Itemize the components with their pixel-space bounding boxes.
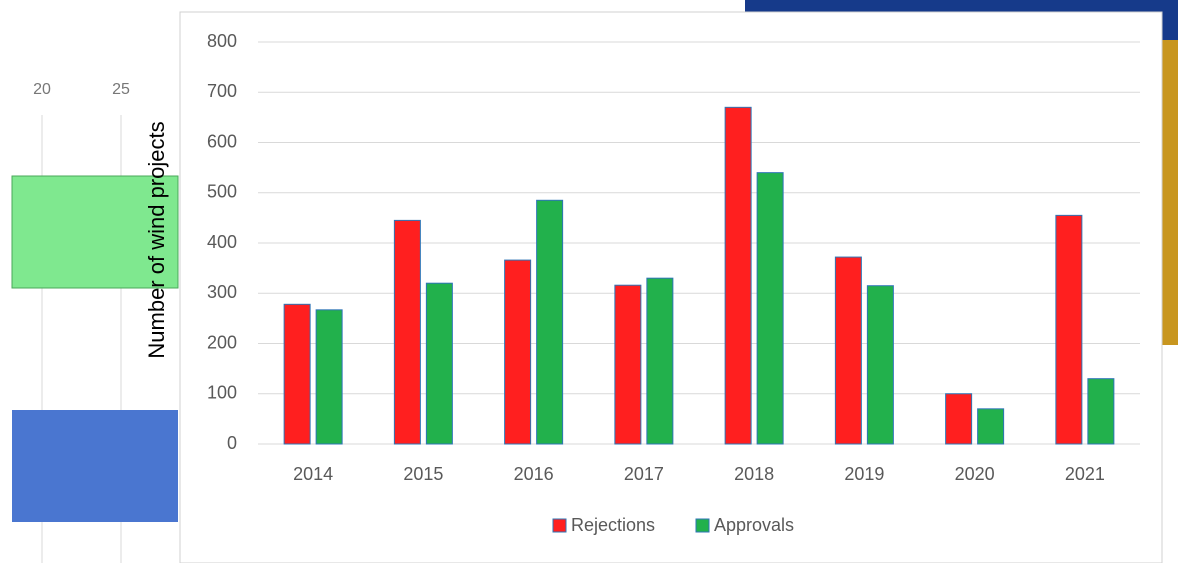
x-tick-label: 2014 [293,464,333,484]
plot: 0 100 200 300 400 500 600 700 800 2014 2015 2016 201… [207,31,1140,535]
legend-swatch [695,518,710,533]
bar [536,199,564,445]
bar [614,284,642,445]
legend-swatch [552,518,567,533]
bar [756,172,784,445]
bar [646,277,674,445]
bar [724,106,752,445]
x-tick-label: 2020 [955,464,995,484]
y-tick-label: 0 [227,433,237,453]
y-tick-label: 100 [207,383,237,403]
bar [504,259,532,445]
y-tick-label: 200 [207,332,237,352]
y-tick-label: 700 [207,81,237,101]
y-tick-label: 300 [207,282,237,302]
bar [283,303,311,445]
bar [315,309,343,445]
x-tick-label: 20 [33,81,51,98]
image-strip [1162,0,1178,345]
y-tick-label: 600 [207,131,237,151]
bar [1055,214,1083,445]
background-chart: 20 25 [11,81,179,563]
legend-label: Approvals [714,515,794,535]
bar [425,282,453,445]
background-image [745,0,1178,345]
bar [834,256,862,445]
x-tick-label: 2019 [844,464,884,484]
x-tick-label: 25 [112,81,130,98]
y-tick-label: 500 [207,182,237,202]
bar [866,285,894,445]
background-bar [11,175,179,289]
x-tick-label: 2015 [403,464,443,484]
legend-label: Rejections [571,515,655,535]
x-tick-label: 2016 [514,464,554,484]
y-axis-label: Number of wind projects [144,121,169,358]
background-bar [12,410,178,522]
x-tick-label: 2017 [624,464,664,484]
y-tick-label: 800 [207,31,237,51]
image-strip [1162,0,1178,40]
y-tick-label: 400 [207,232,237,252]
bar [977,408,1005,445]
bar [1087,378,1115,445]
bar [945,393,973,445]
x-tick-label: 2021 [1065,464,1105,484]
x-tick-label: 2018 [734,464,774,484]
image-strip [745,0,1178,12]
bar [393,219,421,445]
